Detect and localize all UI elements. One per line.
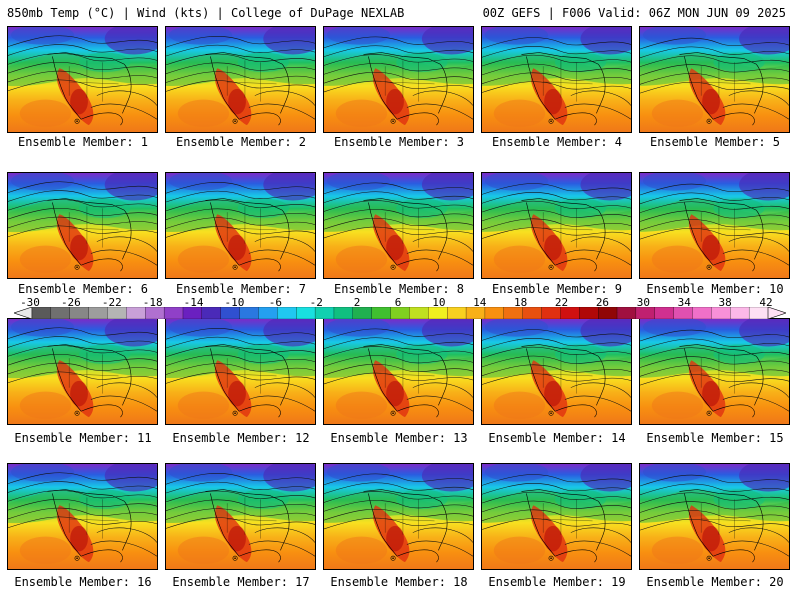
ensemble-map-panel	[7, 172, 158, 279]
ensemble-map-panel	[165, 463, 316, 570]
ensemble-map-panel	[323, 318, 474, 425]
ensemble-map-panel	[639, 318, 790, 425]
colorbar-tick-label: 6	[394, 296, 402, 309]
colorbar-tick-label: 10	[432, 296, 446, 309]
ensemble-map-panel	[323, 26, 474, 133]
ensemble-member-label: Ensemble Member: 3	[333, 135, 465, 149]
ensemble-map-panel	[165, 26, 316, 133]
colorbar-tick-label: 26	[595, 296, 610, 309]
header-run-info: 00Z GEFS | F006 Valid: 06Z MON JUN 09 20…	[482, 6, 786, 20]
ensemble-member-label: Ensemble Member: 13	[330, 431, 468, 445]
ensemble-map-panel	[639, 26, 790, 133]
ensemble-member-label: Ensemble Member: 14	[488, 431, 626, 445]
colorbar-tick-label: 22	[554, 296, 569, 309]
colorbar-tick-label: -14	[183, 296, 204, 309]
ensemble-member-label: Ensemble Member: 19	[488, 575, 626, 589]
ensemble-member-label: Ensemble Member: 18	[330, 575, 468, 589]
ensemble-member-label: Ensemble Member: 8	[333, 282, 465, 296]
colorbar-swatch	[163, 307, 184, 319]
ensemble-member-label: Ensemble Member: 4	[491, 135, 623, 149]
colorbar-swatch	[616, 307, 637, 319]
colorbar-tick-label: 30	[636, 296, 650, 309]
colorbar-tick-label: -22	[101, 296, 122, 309]
ensemble-member-label: Ensemble Member: 16	[14, 575, 152, 589]
colorbar-tick-label: -26	[60, 296, 81, 309]
colorbar-swatch	[333, 307, 354, 319]
ensemble-map-panel	[481, 463, 632, 570]
colorbar-right-arrow	[767, 307, 786, 319]
colorbar-swatch	[484, 307, 505, 319]
ensemble-member-label: Ensemble Member: 17	[172, 575, 310, 589]
ensemble-map-panel	[165, 172, 316, 279]
ensemble-member-label: Ensemble Member: 1	[17, 135, 149, 149]
colorbar-swatch	[692, 307, 712, 319]
colorbar-tick-label: 42	[759, 296, 773, 309]
ensemble-map-panel	[639, 463, 790, 570]
ensemble-member-label: Ensemble Member: 5	[649, 135, 781, 149]
colorbar-swatch	[730, 307, 750, 319]
ensemble-member-label: Ensemble Member: 2	[175, 135, 307, 149]
ensemble-map-panel	[7, 26, 158, 133]
colorbar-swatch	[654, 307, 675, 319]
colorbar-tick-label: 38	[718, 296, 732, 309]
colorbar-tick-label: 14	[473, 296, 487, 309]
ensemble-member-label: Ensemble Member: 10	[646, 282, 784, 296]
ensemble-map-panel	[481, 172, 632, 279]
colorbar-tick-label: -10	[224, 296, 245, 309]
ensemble-map-panel	[323, 172, 474, 279]
ensemble-map-panel	[639, 172, 790, 279]
colorbar-tick-label: -6	[268, 296, 282, 309]
colorbar-tick-label: -30	[20, 296, 40, 309]
colorbar-swatch	[447, 307, 467, 319]
colorbar-tick-label: 2	[353, 296, 361, 309]
ensemble-member-label: Ensemble Member: 6	[17, 282, 149, 296]
colorbar-swatch	[371, 307, 392, 319]
ensemble-member-label: Ensemble Member: 11	[14, 431, 152, 445]
ensemble-map-panel	[7, 463, 158, 570]
ensemble-map-panel	[165, 318, 316, 425]
colorbar-tick-label: -2	[309, 296, 323, 309]
ensemble-map-panel	[323, 463, 474, 570]
temperature-colorbar	[14, 307, 786, 319]
colorbar-tick-label: -18	[142, 296, 163, 309]
header-title: 850mb Temp (°C) | Wind (kts) | College o…	[7, 6, 405, 20]
ensemble-map-panel	[7, 318, 158, 425]
colorbar-tick-label: 18	[514, 296, 528, 309]
ensemble-member-label: Ensemble Member: 12	[172, 431, 310, 445]
ensemble-map-panel	[481, 318, 632, 425]
colorbar-swatch	[201, 307, 222, 319]
ensemble-map-panel	[481, 26, 632, 133]
ensemble-member-label: Ensemble Member: 15	[646, 431, 784, 445]
ensemble-member-label: Ensemble Member: 7	[175, 282, 307, 296]
ensemble-member-label: Ensemble Member: 9	[491, 282, 623, 296]
colorbar-tick-label: 34	[677, 296, 691, 309]
colorbar-swatch	[409, 307, 429, 319]
ensemble-member-label: Ensemble Member: 20	[646, 575, 784, 589]
